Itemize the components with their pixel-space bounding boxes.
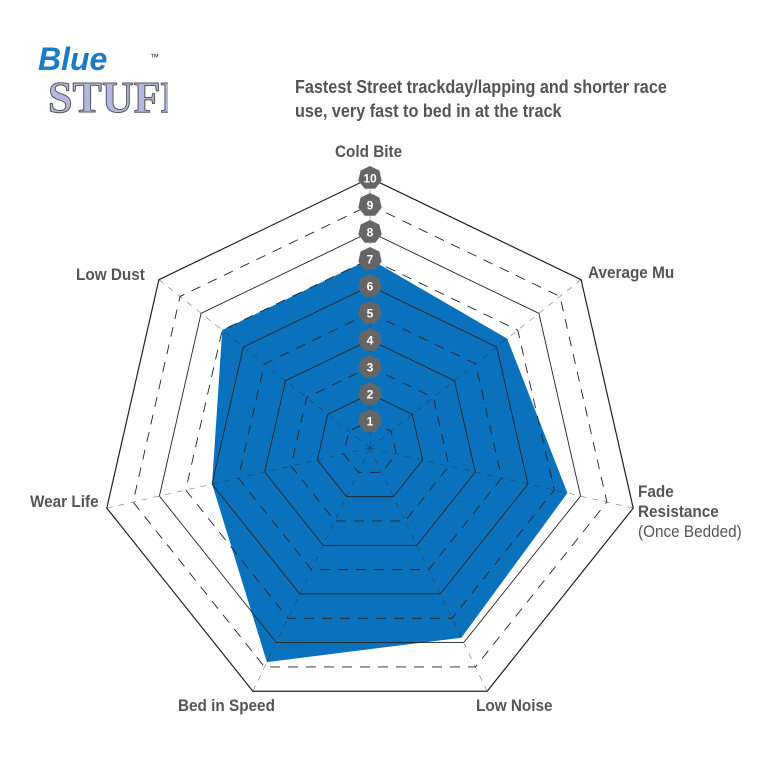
tick-label: 6 xyxy=(367,280,374,294)
grid-ring-4 xyxy=(264,339,476,546)
tick-label: 3 xyxy=(367,361,374,375)
chart-title: Fastest Street trackday/lapping and shor… xyxy=(295,77,667,121)
tick-label: 2 xyxy=(367,388,374,402)
tick-label: 4 xyxy=(367,334,374,348)
axis-label: Fade Resistance (Once Bedded) xyxy=(638,482,742,541)
spoke xyxy=(252,447,371,692)
axis-label: Low Dust xyxy=(76,265,145,284)
tick-badge xyxy=(358,166,382,189)
svg-text:Blue: Blue xyxy=(38,41,107,77)
tick-badge xyxy=(358,328,382,351)
tick-badge xyxy=(358,220,382,243)
grid-ring-9 xyxy=(132,204,608,668)
tick-badge xyxy=(358,274,382,297)
tick-label: 8 xyxy=(367,226,374,240)
tick-badge xyxy=(358,409,382,432)
tick-label: 5 xyxy=(367,307,374,321)
svg-text:™: ™ xyxy=(150,52,159,62)
axis-label: Cold Bite xyxy=(335,142,403,161)
axis-sublabel: (Once Bedded) xyxy=(638,522,742,541)
tick-label: 10 xyxy=(363,172,377,186)
data-polygon xyxy=(212,259,568,663)
grid-ring-6 xyxy=(211,285,529,595)
spoke xyxy=(369,447,488,692)
grid-ring-2 xyxy=(316,393,424,498)
tick-label: 1 xyxy=(367,415,374,429)
tick-badge xyxy=(358,382,382,405)
tick-badge xyxy=(358,193,382,216)
axis-label: Wear Life xyxy=(30,492,99,511)
tick-badge xyxy=(358,355,382,378)
spoke xyxy=(369,447,634,509)
spoke xyxy=(369,279,582,449)
grid-ring-8 xyxy=(158,231,582,644)
tick-label: 7 xyxy=(367,253,374,267)
tick-label: 9 xyxy=(367,199,374,213)
axis-label: Low Noise xyxy=(476,696,553,715)
grid-ring-7 xyxy=(185,258,555,619)
grid-ring-1 xyxy=(343,420,397,473)
bluestuff-logo: Blue STUFF ™ xyxy=(38,40,188,125)
spoke xyxy=(158,279,371,449)
grid-ring-10 xyxy=(106,177,634,692)
spoke xyxy=(106,447,371,509)
axis-label: Average Mu xyxy=(588,263,675,282)
tick-badge xyxy=(358,247,382,270)
axis-label: Bed in Speed xyxy=(178,696,275,715)
svg-text:STUFF: STUFF xyxy=(48,73,168,120)
tick-badge xyxy=(358,301,382,324)
